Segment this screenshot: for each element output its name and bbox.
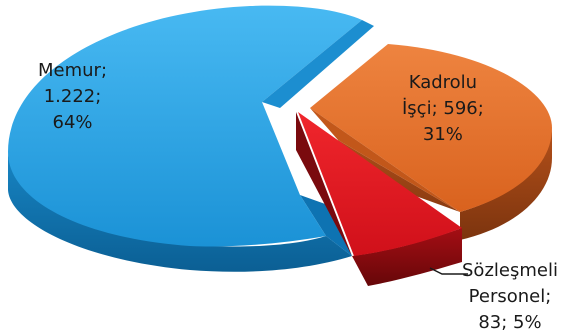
slice-sozlesmeli-side — [352, 228, 462, 286]
slice-kadrolu-side — [338, 128, 552, 240]
slice-memur-side — [8, 152, 352, 272]
sozlesmeli-leader-line — [429, 267, 468, 275]
slice-memur-end — [300, 195, 352, 256]
slice-kadrolu — [310, 44, 552, 240]
label-kadrolu: Kadrolu İşçi; 596; 31% — [402, 72, 484, 145]
slice-kadrolu-edge — [310, 108, 460, 212]
label-sozlesmeli: Sözleşmeli Personel; 83; 5% — [462, 260, 558, 333]
slice-sozlesmeli-top — [298, 112, 462, 256]
slice-memur — [8, 5, 374, 272]
slice-memur-top — [8, 5, 362, 247]
slice-sozlesmeli — [296, 112, 462, 286]
slice-kadrolu-top — [310, 44, 552, 212]
label-memur: Memur; 1.222; 64% — [38, 60, 108, 133]
slice-memur-inner — [262, 20, 374, 108]
